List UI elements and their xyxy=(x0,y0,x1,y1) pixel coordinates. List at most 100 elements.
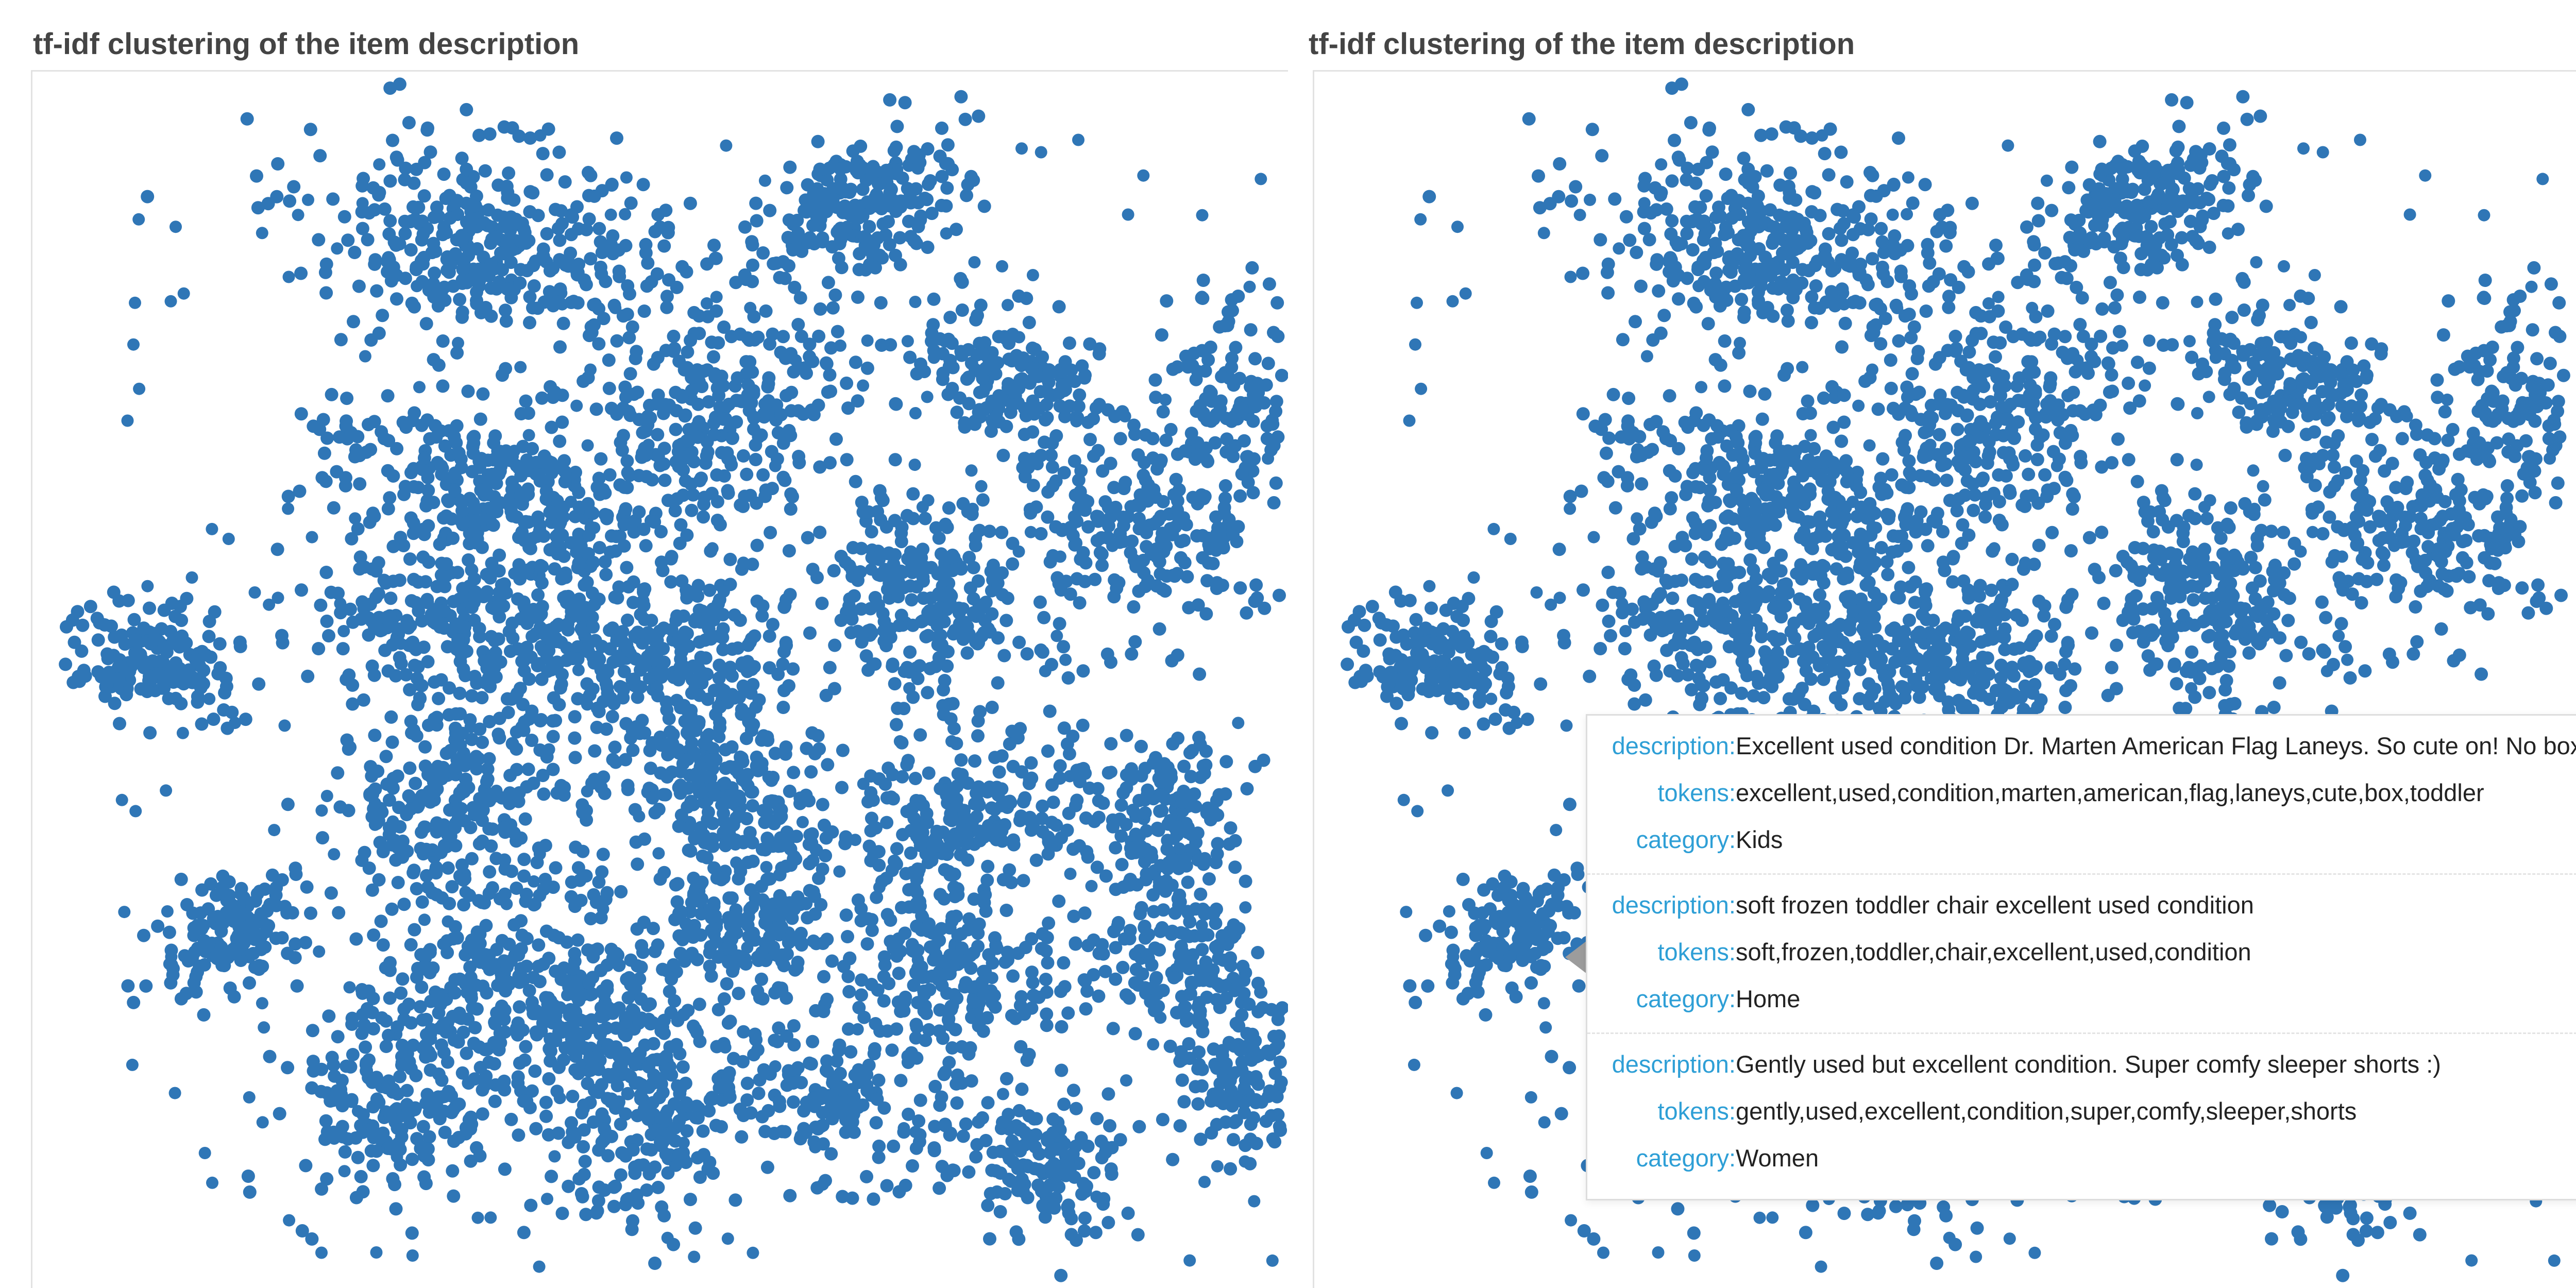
scatter-point[interactable] xyxy=(705,923,719,937)
scatter-point[interactable] xyxy=(485,467,499,481)
scatter-point[interactable] xyxy=(637,304,651,318)
scatter-point[interactable] xyxy=(717,871,731,885)
scatter-point[interactable] xyxy=(478,164,492,178)
scatter-point[interactable] xyxy=(823,456,837,470)
scatter-point[interactable] xyxy=(566,1090,580,1104)
scatter-point[interactable] xyxy=(641,1112,655,1126)
scatter-point[interactable] xyxy=(367,668,381,682)
scatter-point[interactable] xyxy=(371,587,385,601)
scatter-point[interactable] xyxy=(733,394,747,408)
scatter-point[interactable] xyxy=(834,233,848,246)
scatter-point[interactable] xyxy=(595,865,609,879)
scatter-point[interactable] xyxy=(897,581,911,595)
scatter-point[interactable] xyxy=(463,960,477,974)
scatter-point[interactable] xyxy=(715,369,728,383)
scatter-point[interactable] xyxy=(1113,432,1127,446)
scatter-point[interactable] xyxy=(784,502,798,516)
scatter-point[interactable] xyxy=(520,931,534,945)
scatter-point[interactable] xyxy=(1171,820,1184,834)
scatter-point[interactable] xyxy=(571,296,585,310)
scatter-point[interactable] xyxy=(757,729,771,743)
scatter-point[interactable] xyxy=(855,988,868,1002)
scatter-point[interactable] xyxy=(801,236,815,249)
scatter-point[interactable] xyxy=(496,263,509,277)
scatter-point[interactable] xyxy=(1177,785,1191,798)
scatter-point[interactable] xyxy=(1154,510,1168,523)
scatter-point[interactable] xyxy=(76,618,90,632)
scatter-point[interactable] xyxy=(410,162,423,176)
scatter-point[interactable] xyxy=(759,304,773,318)
scatter-point[interactable] xyxy=(1200,574,1214,588)
scatter-point[interactable] xyxy=(761,394,775,408)
scatter-point[interactable] xyxy=(139,979,153,993)
scatter-point[interactable] xyxy=(645,473,659,487)
scatter-point[interactable] xyxy=(1087,449,1100,463)
scatter-point[interactable] xyxy=(514,407,528,420)
scatter-point[interactable] xyxy=(982,524,996,538)
scatter-point[interactable] xyxy=(1138,920,1151,933)
scatter-point[interactable] xyxy=(370,284,384,298)
scatter-point[interactable] xyxy=(681,345,694,359)
scatter-point[interactable] xyxy=(397,487,411,501)
scatter-point[interactable] xyxy=(458,620,472,634)
scatter-point[interactable] xyxy=(606,621,619,635)
scatter-point[interactable] xyxy=(740,1093,754,1107)
scatter-point[interactable] xyxy=(439,569,453,583)
scatter-point[interactable] xyxy=(753,1073,767,1087)
scatter-point[interactable] xyxy=(394,531,408,545)
scatter-point[interactable] xyxy=(1090,534,1104,548)
scatter-point[interactable] xyxy=(1248,352,1262,366)
scatter-point[interactable] xyxy=(1134,769,1148,783)
scatter-point[interactable] xyxy=(895,901,908,914)
scatter-point[interactable] xyxy=(841,930,854,943)
scatter-point[interactable] xyxy=(522,540,536,554)
scatter-point[interactable] xyxy=(894,1005,908,1018)
scatter-point[interactable] xyxy=(703,583,717,597)
scatter-point[interactable] xyxy=(751,764,765,777)
scatter-point[interactable] xyxy=(591,1194,605,1208)
scatter-point[interactable] xyxy=(654,555,668,569)
scatter-point[interactable] xyxy=(646,1096,660,1110)
scatter-point[interactable] xyxy=(362,418,375,431)
scatter-point[interactable] xyxy=(1226,528,1240,541)
scatter-point[interactable] xyxy=(502,166,516,180)
scatter-point[interactable] xyxy=(621,613,634,627)
scatter-point[interactable] xyxy=(619,502,633,516)
scatter-point[interactable] xyxy=(510,742,523,756)
scatter-point[interactable] xyxy=(403,552,417,566)
scatter-point[interactable] xyxy=(584,912,598,926)
scatter-point[interactable] xyxy=(526,186,540,200)
scatter-point[interactable] xyxy=(865,811,878,825)
scatter-point[interactable] xyxy=(1155,328,1168,342)
scatter-point[interactable] xyxy=(432,691,446,705)
scatter-point[interactable] xyxy=(405,636,419,650)
scatter-point[interactable] xyxy=(332,906,346,920)
scatter-point[interactable] xyxy=(441,861,455,875)
scatter-point[interactable] xyxy=(958,112,972,126)
scatter-point[interactable] xyxy=(467,572,481,586)
scatter-point[interactable] xyxy=(496,368,509,382)
scatter-point[interactable] xyxy=(312,642,326,655)
scatter-point[interactable] xyxy=(410,882,423,895)
scatter-point[interactable] xyxy=(900,660,914,674)
scatter-point[interactable] xyxy=(438,580,452,594)
scatter-point[interactable] xyxy=(1062,336,1076,350)
scatter-point[interactable] xyxy=(1015,765,1029,779)
scatter-point[interactable] xyxy=(551,547,565,561)
scatter-point[interactable] xyxy=(553,340,567,354)
scatter-point[interactable] xyxy=(1134,901,1148,914)
scatter-point[interactable] xyxy=(421,768,435,782)
scatter-point[interactable] xyxy=(1120,728,1133,742)
scatter-point[interactable] xyxy=(551,1126,565,1140)
scatter-point[interactable] xyxy=(494,246,507,260)
scatter-point[interactable] xyxy=(337,210,351,224)
scatter-point[interactable] xyxy=(717,320,731,334)
scatter-point[interactable] xyxy=(754,428,768,442)
scatter-point[interactable] xyxy=(679,666,692,680)
scatter-point[interactable] xyxy=(1098,514,1112,528)
scatter-point[interactable] xyxy=(705,335,719,349)
scatter-point[interactable] xyxy=(440,640,454,654)
scatter-point[interactable] xyxy=(661,494,675,507)
scatter-point[interactable] xyxy=(470,1002,484,1016)
scatter-point[interactable] xyxy=(925,326,939,340)
